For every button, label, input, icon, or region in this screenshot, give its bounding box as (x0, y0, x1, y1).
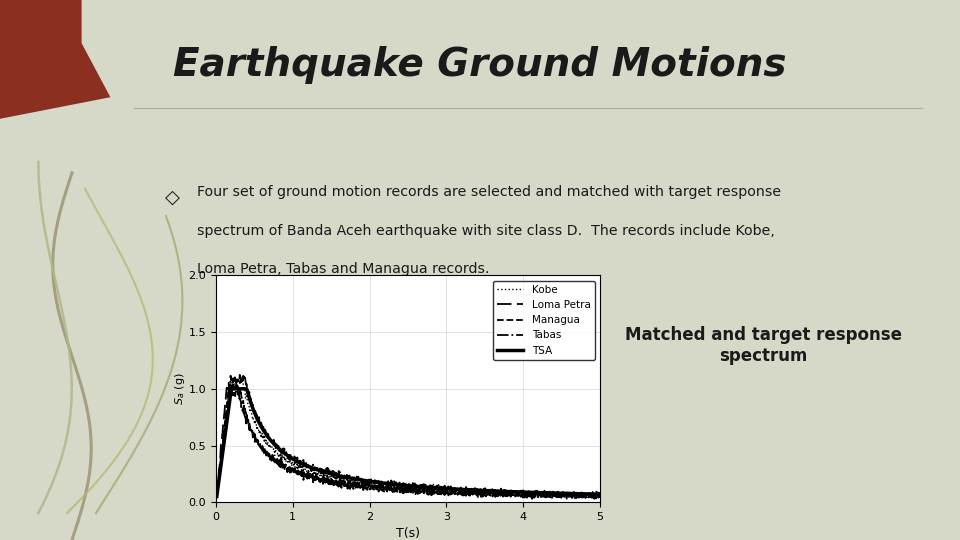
Text: Earthquake Ground Motions: Earthquake Ground Motions (173, 46, 787, 84)
Legend: Kobe, Loma Petra, Managua, Tabas, TSA: Kobe, Loma Petra, Managua, Tabas, TSA (493, 281, 595, 360)
Text: Four set of ground motion records are selected and matched with target response: Four set of ground motion records are se… (197, 185, 780, 199)
Text: Loma Petra, Tabas and Managua records.: Loma Petra, Tabas and Managua records. (197, 262, 490, 276)
Text: Matched and target response
spectrum: Matched and target response spectrum (625, 326, 901, 365)
Y-axis label: $S_a$ (g): $S_a$ (g) (173, 373, 187, 405)
Text: spectrum of Banda Aceh earthquake with site class D.  The records include Kobe,: spectrum of Banda Aceh earthquake with s… (197, 224, 775, 238)
Text: ◇: ◇ (165, 187, 180, 207)
X-axis label: T(s): T(s) (396, 528, 420, 540)
Polygon shape (0, 0, 110, 119)
